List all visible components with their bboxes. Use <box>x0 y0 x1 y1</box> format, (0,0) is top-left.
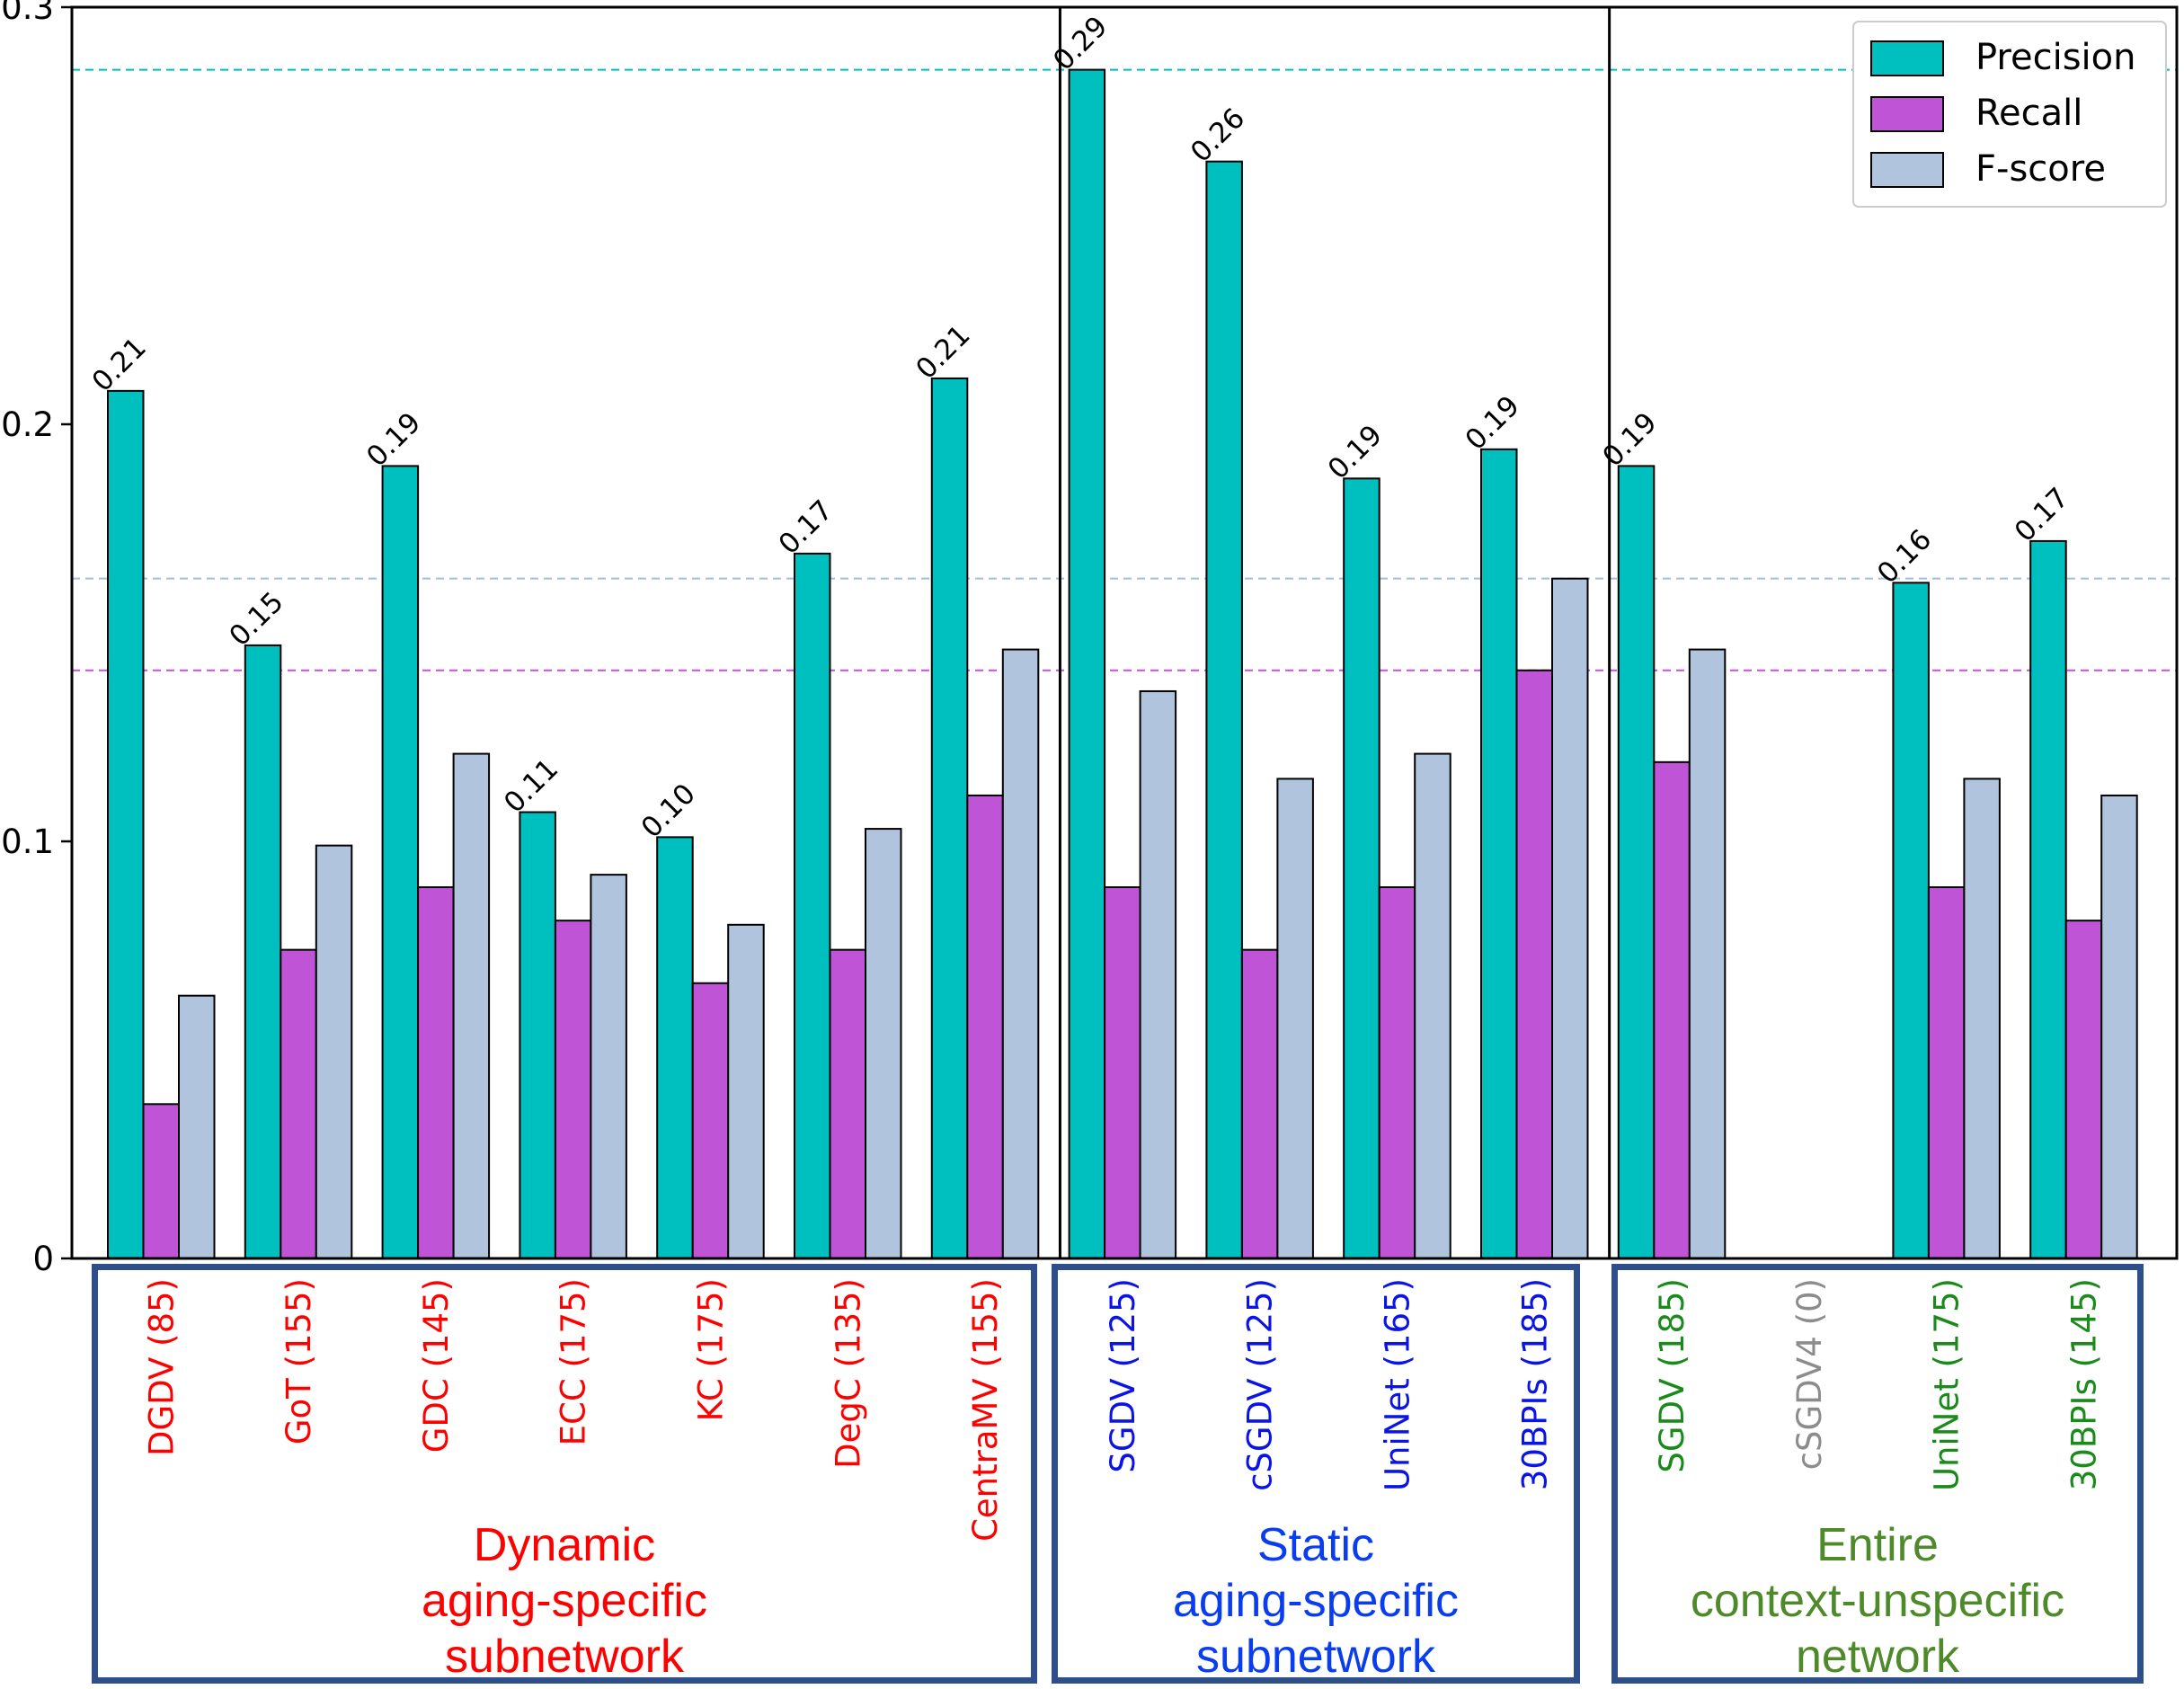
x-category-label: cSGDV4 (0) <box>1790 1278 1829 1470</box>
bar-recall-0 <box>142 1103 180 1259</box>
x-category-label: GDC (145) <box>417 1278 456 1453</box>
group-title-2: Static aging-specific subnetwork <box>1052 1517 1580 1685</box>
x-category-label: 30BPIs (145) <box>2064 1278 2103 1490</box>
bar-precision-13 <box>1892 582 1930 1259</box>
bar-recall-7 <box>1104 886 1141 1259</box>
legend: Precision Recall F-score <box>1852 21 2167 208</box>
group-title-line: subnetwork <box>445 1631 684 1683</box>
group-title-line: Static <box>1256 1519 1375 1571</box>
bar-fscore-3 <box>590 874 627 1259</box>
bar-recall-13 <box>1927 886 1966 1259</box>
x-category-label: GoT (155) <box>280 1278 318 1445</box>
group-title-line: Dynamic <box>473 1519 656 1571</box>
bar-precision-5 <box>794 552 831 1259</box>
group-title-line: Entire <box>1816 1519 1939 1571</box>
y-tick-label: 0.1 <box>1 822 54 861</box>
x-category-label: UniNet (165) <box>1378 1278 1416 1491</box>
bar-precision-14 <box>2029 539 2067 1259</box>
x-category-label: DegC (135) <box>829 1278 867 1469</box>
legend-swatch-recall <box>1870 96 1944 132</box>
bar-fscore-6 <box>1001 648 1040 1259</box>
x-category-label: 30BPIs (185) <box>1515 1278 1554 1490</box>
bar-fscore-1 <box>315 844 353 1259</box>
plot-frame <box>70 5 2179 1260</box>
bar-fscore-10 <box>1551 577 1589 1259</box>
bar-fscore-13 <box>1963 778 2001 1259</box>
bar-fscore-2 <box>452 752 491 1259</box>
bar-precision-8 <box>1205 160 1243 1259</box>
bar-precision-3 <box>519 811 556 1260</box>
group-title-line: context-unspecific <box>1690 1575 2065 1627</box>
group-title-1: Dynamic aging-specific subnetwork <box>182 1517 947 1685</box>
bar-precision-1 <box>244 644 282 1259</box>
x-category-label: cSGDV (125) <box>1241 1278 1280 1491</box>
y-tick-label: 0.3 <box>1 0 54 27</box>
bar-recall-3 <box>554 920 592 1260</box>
x-category-label: DGDV (85) <box>142 1278 181 1456</box>
bar-precision-10 <box>1480 448 1518 1259</box>
x-category-label: KC (175) <box>691 1278 730 1421</box>
bar-recall-1 <box>280 948 317 1259</box>
bar-recall-9 <box>1378 886 1416 1259</box>
bar-precision-4 <box>656 836 694 1259</box>
x-category-label: CentraMV (155) <box>966 1278 1005 1542</box>
bar-recall-10 <box>1515 669 1553 1259</box>
group-title-3: Entire context-unspecific network <box>1611 1517 2144 1685</box>
bar-fscore-5 <box>865 828 902 1260</box>
x-category-label: SGDV (125) <box>1104 1278 1142 1473</box>
y-tick-label: 0 <box>32 1240 54 1278</box>
bar-fscore-9 <box>1414 752 1452 1259</box>
bar-precision-0 <box>107 389 145 1259</box>
x-category-label: SGDV (185) <box>1653 1278 1691 1473</box>
group-title-line: network <box>1795 1631 1960 1683</box>
legend-swatch-fscore <box>1870 152 1944 188</box>
bar-recall-11 <box>1653 760 1691 1259</box>
bar-precision-6 <box>930 377 969 1259</box>
bar-recall-2 <box>417 886 455 1259</box>
bar-fscore-8 <box>1276 778 1314 1259</box>
legend-swatch-precision <box>1870 40 1944 76</box>
bar-precision-11 <box>1617 465 1656 1259</box>
x-category-label: ECC (175) <box>555 1278 593 1445</box>
bar-recall-4 <box>691 982 730 1259</box>
bar-recall-8 <box>1240 948 1279 1259</box>
bar-fscore-4 <box>727 923 765 1260</box>
group-title-line: aging-specific <box>422 1575 707 1627</box>
group-box-2 <box>1052 1264 1580 1684</box>
group-title-line: subnetwork <box>1196 1631 1435 1683</box>
bar-fscore-14 <box>2100 794 2138 1259</box>
x-category-label: UniNet (175) <box>1928 1278 1966 1491</box>
y-tick-label: 0.2 <box>1 405 54 444</box>
bar-fscore-0 <box>178 994 216 1260</box>
bar-precision-7 <box>1068 68 1106 1260</box>
bar-precision-9 <box>1343 477 1381 1259</box>
bar-recall-5 <box>829 948 866 1259</box>
bar-precision-2 <box>381 465 420 1259</box>
legend-label-precision: Precision <box>1975 37 2135 78</box>
x-axis-category-labels: DGDV (85) GoT (155) GDC (145) ECC (175) KC (… <box>142 1278 2103 1542</box>
group-title-line: aging-specific <box>1173 1575 1459 1627</box>
y-axis: 0 0.1 0.2 0.3 <box>1 0 72 1278</box>
bar-recall-6 <box>966 794 1004 1259</box>
group-box-3 <box>1611 1264 2144 1684</box>
legend-label-fscore: F-score <box>1975 148 2106 190</box>
bar-fscore-11 <box>1688 648 1727 1259</box>
bar-fscore-7 <box>1139 689 1177 1259</box>
bar-recall-14 <box>2064 920 2103 1260</box>
legend-label-recall: Recall <box>1975 93 2082 134</box>
group-box-1 <box>92 1264 1037 1684</box>
